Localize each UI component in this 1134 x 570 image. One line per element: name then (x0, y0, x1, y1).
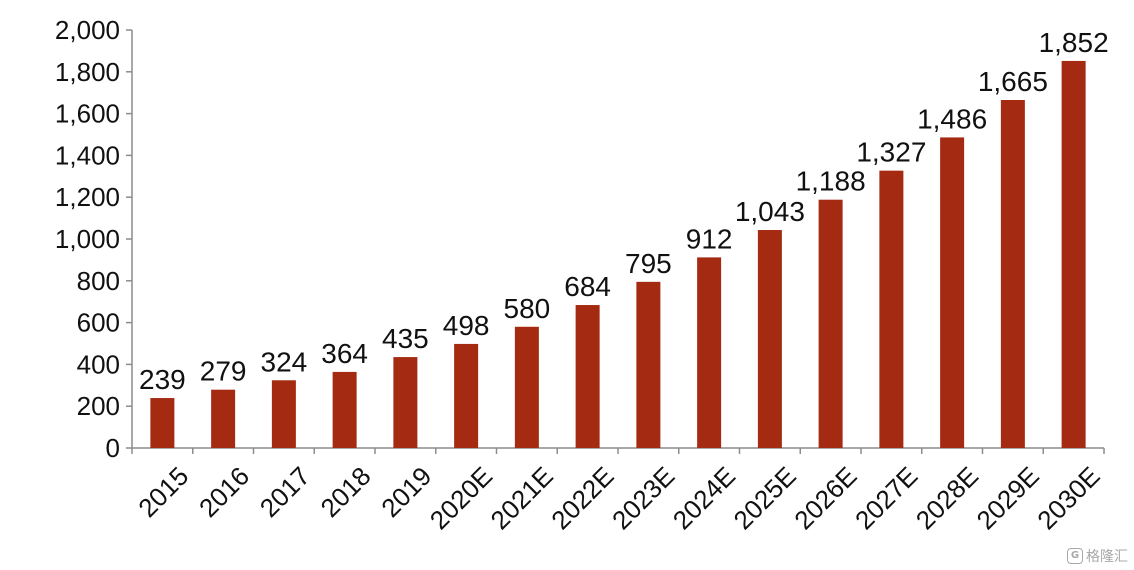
watermark: G 格隆汇 (1067, 546, 1128, 566)
x-tick-label-2025E: 2025E (728, 461, 802, 535)
y-tick-label: 400 (77, 349, 120, 379)
y-tick-label: 2,000 (55, 15, 120, 45)
x-tick-label-2029E: 2029E (971, 461, 1045, 535)
y-tick-label: 800 (77, 266, 120, 296)
bars (150, 60, 1086, 449)
data-label-2026E: 1,188 (796, 166, 866, 197)
bar-2028E (940, 137, 965, 448)
x-tick-label-2023E: 2023E (606, 461, 680, 535)
x-tick-label-2024E: 2024E (667, 461, 741, 535)
bar-2027E (879, 170, 904, 449)
data-label-2015: 239 (139, 364, 186, 395)
x-tick-label-2021E: 2021E (485, 461, 559, 535)
x-tick-label-2018: 2018 (315, 461, 377, 523)
bar-2029E (1000, 100, 1025, 448)
data-label-2021E: 580 (504, 293, 551, 324)
data-label-2027E: 1,327 (856, 137, 926, 168)
x-tick-label-2017: 2017 (254, 461, 316, 523)
bar-2019 (393, 357, 418, 448)
watermark-logo-icon: G (1067, 548, 1083, 564)
bar-2021E (514, 326, 539, 448)
data-label-2025E: 1,043 (735, 196, 805, 227)
x-tick-label-2020E: 2020E (424, 461, 498, 535)
data-labels: 239 279 324 364 435 498 580 684 795 9121,0431,188… (139, 27, 1109, 395)
y-tick-label: 1,800 (55, 57, 120, 87)
data-label-2023E: 795 (625, 248, 672, 279)
y-tick-label: 1,400 (55, 140, 120, 170)
bar-2016 (211, 389, 236, 448)
x-tick-label-2026E: 2026E (788, 461, 862, 535)
watermark-text: 格隆汇 (1086, 549, 1128, 565)
y-tick-label: 200 (77, 391, 120, 421)
bar-2017 (271, 380, 296, 448)
x-axis (131, 447, 1105, 454)
bar-2023E (636, 281, 661, 448)
y-axis: 0 200 400 600 800 1,000 1,200 1,400 1,600 1,800 2,… (55, 15, 133, 463)
bar-2022E (575, 305, 600, 448)
y-tick-label: 1,600 (55, 99, 120, 129)
bar-2024E (697, 257, 722, 448)
bar-2025E (757, 230, 782, 448)
x-tick-label-2016: 2016 (193, 461, 255, 523)
data-label-2030E: 1,852 (1039, 27, 1109, 58)
x-tick-label-2028E: 2028E (910, 461, 984, 535)
category-labels: 201520162017201820192020E2021E2022E2023E… (132, 461, 1105, 535)
data-label-2019: 435 (382, 323, 429, 354)
x-tick-label-2022E: 2022E (545, 461, 619, 535)
bar-2015 (150, 398, 175, 448)
bar-2026E (818, 199, 843, 448)
data-label-2028E: 1,486 (917, 103, 987, 134)
y-tick-label: 600 (77, 308, 120, 338)
x-tick-label-2027E: 2027E (849, 461, 923, 535)
data-label-2017: 324 (261, 346, 308, 377)
y-tick-label: 0 (106, 433, 120, 463)
bar-2020E (454, 343, 479, 448)
y-tick-label: 1,200 (55, 182, 120, 212)
x-tick-label-2015: 2015 (132, 461, 194, 523)
data-label-2029E: 1,665 (978, 66, 1048, 97)
data-label-2020E: 498 (443, 310, 490, 341)
data-label-2024E: 912 (686, 223, 733, 254)
bar-2030E (1061, 60, 1086, 448)
data-label-2018: 364 (321, 338, 368, 369)
data-label-2022E: 684 (564, 271, 611, 302)
data-label-2016: 279 (200, 356, 247, 387)
bar-2018 (332, 371, 357, 448)
x-tick-label-2030E: 2030E (1031, 461, 1105, 535)
y-tick-label: 1,000 (55, 224, 120, 254)
